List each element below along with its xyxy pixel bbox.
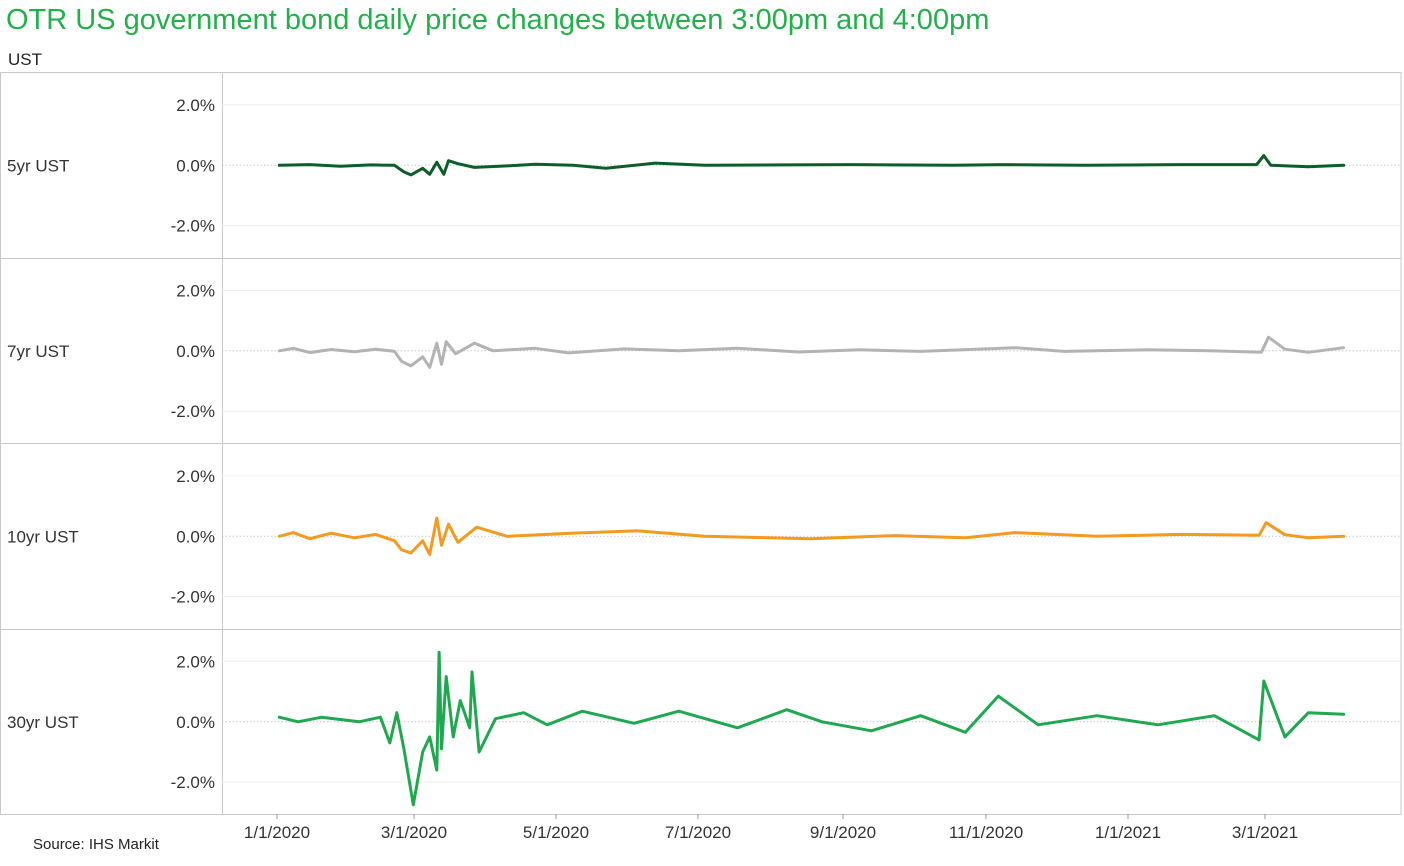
- y-tick-label: 2.0%: [176, 467, 215, 486]
- series-line: [277, 154, 1346, 177]
- y-tick-label: -2.0%: [171, 402, 215, 421]
- row-group-header: UST: [8, 50, 42, 69]
- x-tick-label: 1/1/2021: [1095, 823, 1161, 842]
- series-line: [277, 516, 1346, 556]
- y-tick-label: 0.0%: [176, 342, 215, 361]
- y-tick-label: 0.0%: [176, 527, 215, 546]
- x-tick-label: 11/1/2020: [949, 823, 1023, 842]
- x-tick-label: 3/1/2021: [1232, 823, 1298, 842]
- panel-label: 7yr UST: [7, 342, 69, 361]
- series-line: [277, 335, 1346, 369]
- panel-label: 30yr UST: [7, 713, 79, 732]
- y-tick-label: -2.0%: [171, 588, 215, 607]
- panel-label: 10yr UST: [7, 527, 79, 546]
- panel-label: 5yr UST: [7, 156, 69, 175]
- y-tick-label: 2.0%: [176, 652, 215, 671]
- x-tick-label: 7/1/2020: [665, 823, 731, 842]
- y-tick-label: 2.0%: [176, 96, 215, 115]
- y-tick-label: -2.0%: [171, 217, 215, 236]
- chart-title: OTR US government bond daily price chang…: [6, 4, 990, 36]
- y-tick-label: 0.0%: [176, 713, 215, 732]
- x-tick-label: 5/1/2020: [523, 823, 589, 842]
- y-tick-label: -2.0%: [171, 773, 215, 792]
- y-tick-label: 0.0%: [176, 156, 215, 175]
- x-tick-label: 3/1/2020: [381, 823, 447, 842]
- x-tick-label: 1/1/2020: [244, 823, 310, 842]
- series-line: [277, 650, 1346, 807]
- source-note: Source: IHS Markit: [33, 836, 159, 853]
- x-tick-label: 9/1/2020: [810, 823, 876, 842]
- y-tick-label: 2.0%: [176, 281, 215, 300]
